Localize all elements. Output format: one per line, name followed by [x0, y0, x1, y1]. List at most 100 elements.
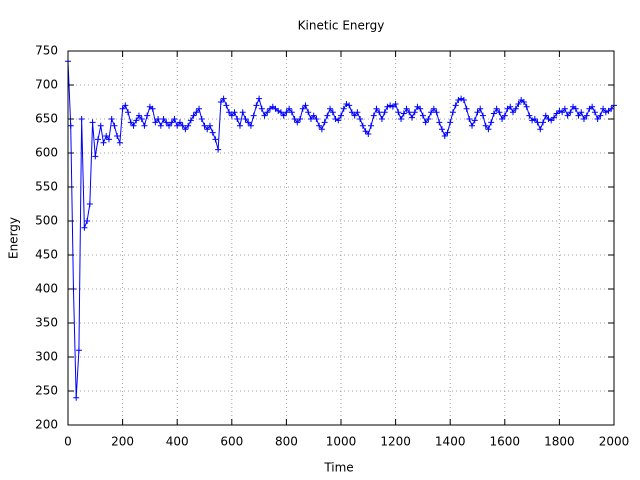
point-marker [600, 105, 607, 112]
point-marker [310, 112, 317, 119]
x-tick-label: 400 [166, 435, 189, 449]
point-marker [89, 119, 96, 126]
point-marker [125, 109, 132, 116]
point-marker [108, 116, 115, 122]
point-marker [231, 109, 238, 116]
point-marker [201, 122, 208, 129]
point-marker [608, 105, 615, 112]
point-marker [275, 107, 282, 114]
point-marker [277, 109, 284, 116]
point-marker [155, 116, 162, 122]
point-marker [580, 116, 587, 122]
point-marker [357, 116, 364, 122]
x-tick-label: 1000 [326, 435, 357, 449]
point-marker [559, 109, 566, 116]
point-marker [597, 112, 604, 119]
point-marker [144, 112, 151, 119]
point-marker [185, 122, 192, 129]
point-marker [463, 105, 470, 112]
point-marker [346, 102, 353, 109]
y-tick-label: 550 [35, 180, 58, 194]
point-marker [174, 122, 181, 129]
point-marker [359, 122, 366, 129]
point-marker [602, 109, 609, 116]
point-marker [130, 122, 137, 129]
x-tick-label: 1600 [490, 435, 521, 449]
point-marker [305, 109, 312, 116]
point-marker [441, 133, 448, 139]
x-tick-label: 200 [111, 435, 134, 449]
point-marker [556, 107, 563, 114]
point-marker [256, 95, 263, 102]
point-marker [591, 109, 598, 116]
point-marker [578, 109, 585, 116]
point-marker [433, 109, 440, 116]
point-marker [264, 109, 271, 116]
point-marker [119, 105, 126, 112]
point-marker [226, 109, 233, 116]
point-marker [335, 117, 342, 124]
point-marker [286, 105, 293, 112]
point-marker [523, 103, 530, 110]
point-marker [86, 201, 93, 207]
point-marker [182, 126, 189, 133]
point-marker [316, 122, 323, 129]
point-marker [553, 110, 560, 117]
y-tick-label: 700 [35, 78, 58, 92]
point-marker [299, 105, 306, 112]
y-axis-label: Energy [7, 217, 21, 259]
point-marker [439, 126, 446, 133]
point-marker [313, 116, 320, 122]
x-tick-label: 0 [64, 435, 72, 449]
point-marker [176, 119, 183, 126]
point-marker [220, 95, 227, 102]
point-marker [122, 102, 129, 109]
point-marker [545, 116, 552, 122]
point-marker [520, 99, 527, 105]
point-marker [512, 105, 519, 112]
x-axis-label: Time [323, 461, 353, 475]
point-marker [253, 102, 260, 109]
point-marker [589, 103, 596, 110]
point-marker [92, 153, 99, 160]
point-marker [368, 122, 375, 129]
y-tick-label: 650 [35, 112, 58, 126]
point-marker [430, 105, 437, 112]
point-marker [400, 110, 407, 117]
point-marker [171, 116, 178, 122]
point-marker [261, 112, 268, 119]
y-tick-label: 450 [35, 248, 58, 262]
y-tick-label: 250 [35, 384, 58, 398]
chart-title: Kinetic Energy [298, 19, 385, 33]
point-marker [327, 105, 334, 112]
point-marker [406, 109, 413, 116]
point-marker [436, 119, 443, 126]
point-marker [294, 119, 301, 126]
point-marker [163, 119, 170, 126]
point-marker [452, 102, 459, 109]
point-marker [408, 114, 415, 121]
point-marker [114, 133, 121, 139]
point-marker [561, 105, 568, 112]
point-marker [133, 117, 140, 124]
point-marker [387, 102, 394, 109]
x-tick-label: 800 [275, 435, 298, 449]
y-tick-label: 400 [35, 282, 58, 296]
x-tick-label: 1400 [435, 435, 466, 449]
point-marker [411, 109, 418, 116]
y-tick-label: 300 [35, 350, 58, 364]
point-marker [157, 122, 164, 129]
point-marker [234, 116, 241, 122]
point-marker [321, 119, 328, 126]
point-marker [75, 347, 82, 354]
point-marker [428, 109, 435, 116]
point-marker [482, 122, 489, 129]
x-tick-label: 1200 [380, 435, 411, 449]
point-marker [542, 112, 549, 119]
point-marker [455, 96, 462, 103]
x-tick-label: 600 [220, 435, 243, 449]
plot [65, 58, 617, 401]
point-marker [100, 139, 107, 146]
point-marker [206, 122, 213, 129]
point-marker [324, 112, 331, 119]
